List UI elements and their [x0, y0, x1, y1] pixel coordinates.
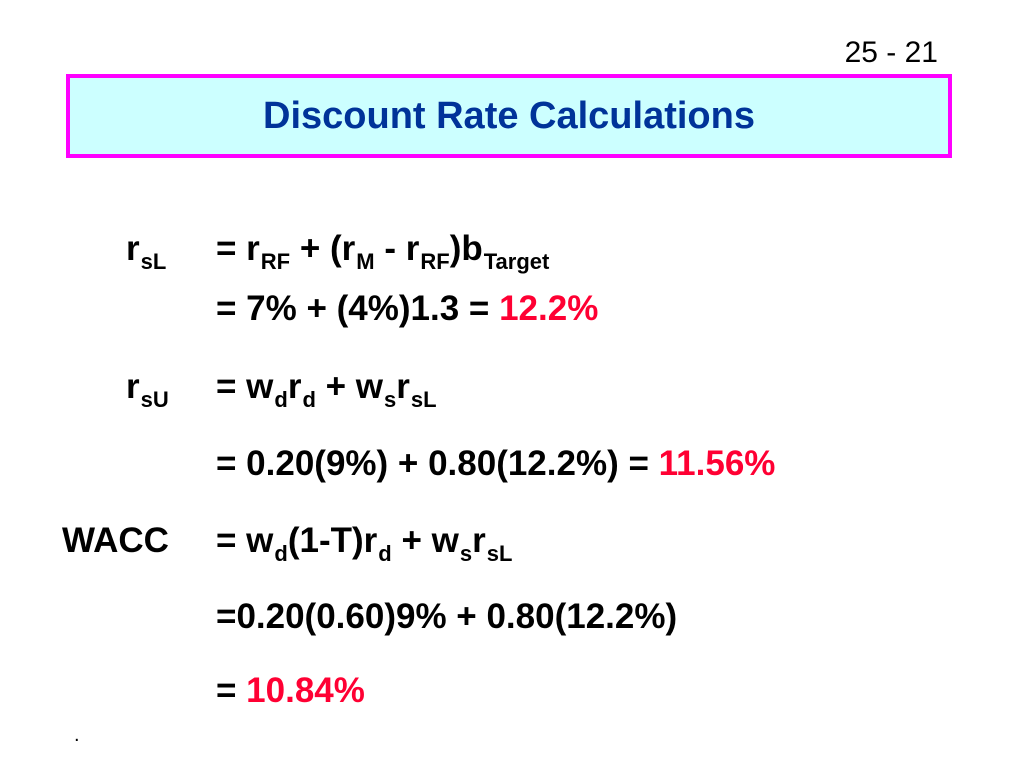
rsl-calculation: = 7% + (4%)1.3 = 12.2% [216, 289, 599, 328]
rsl-label: rsL [126, 229, 167, 275]
rsu-calculation: = 0.20(9%) + 0.80(12.2%) = 11.56% [216, 444, 776, 483]
wacc-calculation: =0.20(0.60)9% + 0.80(12.2%) [216, 597, 678, 636]
rsl-formula: = rRF + (rM - rRF)bTarget [216, 229, 550, 275]
wacc-formula: = wd(1-T)rd + wsrsL [216, 521, 513, 567]
wacc-label: WACC [62, 521, 169, 560]
slide-number: 25 - 21 [844, 36, 938, 69]
wacc-result-line: = 10.84% [216, 671, 365, 710]
rsl-result: 12.2% [499, 289, 599, 328]
rsu-result: 11.56% [658, 444, 776, 483]
page-title: Discount Rate Calculations [263, 95, 755, 137]
footer-mark: . [74, 724, 80, 746]
title-banner: Discount Rate Calculations [66, 74, 952, 158]
rsu-formula: = wdrd + wsrsL [216, 367, 437, 413]
wacc-result: 10.84% [246, 671, 365, 710]
rsu-label: rsU [126, 367, 169, 413]
